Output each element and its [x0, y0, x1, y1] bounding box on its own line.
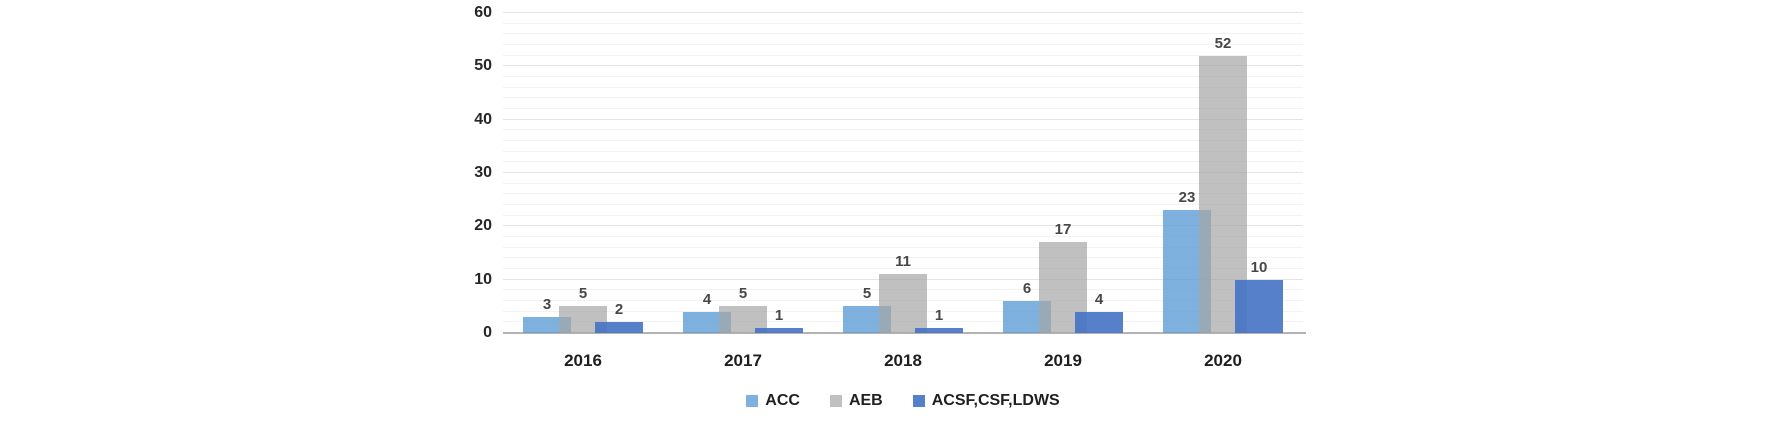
acsf-series-swatch-icon: [912, 395, 925, 407]
gridline: [503, 22, 1303, 24]
bar-value-label: 17: [1054, 221, 1072, 239]
x-axis-tick-label: 2020: [1204, 351, 1242, 370]
gridline: [503, 182, 1303, 184]
gridline: [503, 150, 1303, 152]
bar-value-label: 5: [738, 285, 748, 303]
gridline: [503, 129, 1303, 131]
aeb-series-swatch-icon: [829, 395, 842, 407]
legend-item-aeb: AEB: [829, 392, 883, 410]
legend-item-acsf: ACSF,CSF,LDWS: [912, 392, 1060, 410]
legend: ACC AEB ACSF,CSF,LDWS: [503, 388, 1303, 414]
gridline: [503, 108, 1303, 109]
legend-label-acsf: ACSF,CSF,LDWS: [931, 392, 1060, 409]
gridline: [503, 236, 1303, 237]
plot-area: 3 5 2 4 5 1 5 11 1 6 17 4 23 52 10: [503, 12, 1303, 333]
y-axis-tick-label: 60: [474, 4, 492, 21]
bar-value-label: 2: [614, 301, 624, 319]
x-axis-tick-label: 2018: [884, 351, 922, 370]
bar-value-label: 4: [702, 290, 712, 308]
y-axis: 0 10 20 30 40 50 60: [412, 4, 492, 341]
x-axis-tick-label: 2019: [1044, 351, 1082, 370]
gridline: [503, 97, 1303, 99]
y-axis-tick-label: 50: [474, 57, 492, 75]
x-axis-tick-label: 2017: [724, 351, 762, 370]
gridline: [503, 86, 1303, 88]
gridline: [503, 140, 1303, 141]
gridline: [503, 225, 1303, 227]
y-axis-tick-label: 30: [474, 164, 492, 181]
bar-value-label: 10: [1250, 258, 1268, 276]
gridline: [503, 214, 1303, 216]
gridline: [503, 204, 1303, 205]
legend-label-acc: ACC: [765, 392, 800, 409]
y-axis-tick-label: 20: [474, 217, 492, 235]
gridline: [503, 118, 1303, 120]
bar-acsf-csf-ldws-2019: [1075, 311, 1123, 333]
x-axis-tick-label: 2016: [564, 351, 602, 370]
gridline: [503, 268, 1303, 269]
x-axis-line: [503, 332, 1306, 334]
bar-value-label: 23: [1178, 189, 1196, 207]
y-axis-tick-label: 40: [474, 110, 492, 128]
acc-series-swatch-icon: [746, 395, 759, 407]
bar-value-label: 11: [895, 253, 911, 271]
gridline: [503, 33, 1303, 35]
bar-acsf-csf-ldws-2018: [915, 327, 963, 333]
gridline: [503, 76, 1303, 77]
bar-value-label: 1: [934, 306, 944, 324]
bar-value-label: 52: [1214, 34, 1232, 52]
gridline: [503, 193, 1303, 195]
gridline: [503, 257, 1303, 259]
bar-value-label: 5: [578, 285, 588, 303]
gridline: [503, 12, 1303, 13]
bar-aeb-2018: [879, 274, 927, 333]
bar-value-label: 4: [1094, 290, 1104, 308]
gridline: [503, 65, 1303, 67]
bar-value-label: 3: [542, 296, 552, 313]
gridline: [503, 161, 1303, 163]
legend-label-aeb: AEB: [848, 392, 883, 409]
y-axis-tick-label: 10: [474, 270, 492, 288]
legend-item-acc: ACC: [746, 392, 800, 410]
bar-value-label: 1: [774, 306, 784, 324]
bar-value-label: 6: [1022, 280, 1032, 297]
x-axis: 2016 2017 2018 2019 2020: [503, 350, 1303, 376]
bar-acsf-csf-ldws-2020: [1235, 279, 1283, 333]
bar-value-label: 5: [862, 285, 872, 303]
gridline: [503, 172, 1303, 173]
gridline: [503, 44, 1303, 45]
bar-acsf-csf-ldws-2016: [595, 322, 643, 333]
gridline: [503, 54, 1303, 56]
gridline: [503, 246, 1303, 248]
bar-acsf-csf-ldws-2017: [755, 327, 803, 333]
y-axis-tick-label: 0: [483, 324, 492, 341]
